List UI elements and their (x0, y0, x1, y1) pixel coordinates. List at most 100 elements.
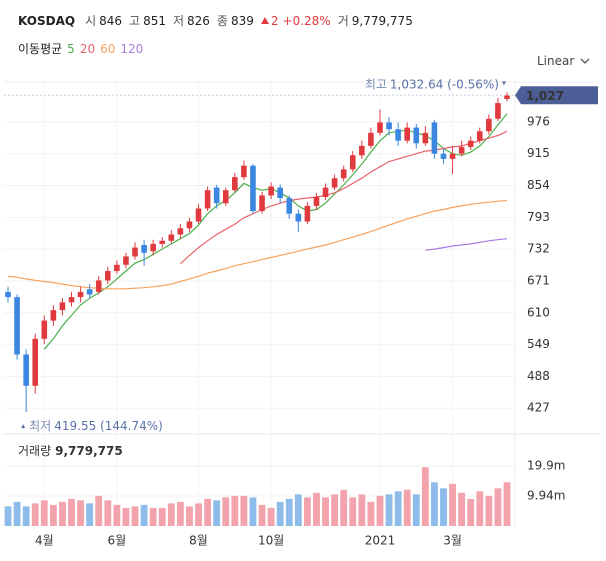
legend-entry[interactable]: 5 (67, 41, 75, 56)
label: 시 (85, 14, 97, 28)
candle-body (413, 127, 420, 144)
volume-bar (394, 491, 402, 526)
candle-body (476, 131, 483, 141)
annotation-value: 419.55 (144.74%) (54, 419, 163, 433)
value: 9,779,775 (351, 13, 413, 28)
volume-bar (22, 506, 30, 526)
volume-bar (349, 497, 357, 526)
volume-bar (313, 492, 320, 526)
volume-bar (49, 504, 57, 526)
volume-bar (449, 483, 456, 526)
volume-bar (494, 488, 502, 526)
volume-bar (131, 506, 139, 526)
y-tick-label: 610 (527, 305, 550, 319)
label: 거 (337, 14, 349, 28)
volume-bar (421, 467, 429, 526)
y-tick-label: 488 (527, 369, 550, 383)
candle-body (5, 291, 11, 298)
volume-bar (367, 501, 375, 526)
value: 839 (230, 13, 254, 28)
candle-body (168, 234, 175, 241)
label: 고 (129, 14, 141, 28)
volume-bar (13, 501, 21, 526)
volume-bar (167, 503, 175, 526)
volume-bar (403, 489, 411, 526)
legend-entry[interactable]: 60 (100, 41, 116, 56)
candle-body (449, 153, 456, 159)
candle-body (213, 187, 220, 204)
candle-body (241, 165, 247, 178)
candle-body (277, 187, 283, 199)
volume-bar (485, 495, 493, 526)
volume-bar (204, 498, 211, 526)
candle-body (105, 271, 111, 281)
volume-bar (113, 504, 121, 526)
volume-bar (158, 507, 166, 526)
candle-body (222, 190, 229, 204)
annotation-value: 1,032.64 (-0.56%) (390, 77, 499, 91)
candle-body (440, 153, 447, 159)
candle-body (141, 244, 147, 253)
candle-body (232, 177, 238, 191)
volume-bar (240, 495, 248, 526)
candle-body (86, 289, 93, 295)
candle-body (114, 264, 120, 272)
annotation-label: 최저 (29, 419, 51, 433)
volume-bar (249, 497, 257, 526)
volume-bar (222, 497, 230, 526)
volume-bar (77, 500, 84, 526)
volume-bar (412, 494, 420, 526)
candle-body (95, 280, 102, 292)
candle-body (50, 310, 57, 321)
y-tick-label: 9.94m (527, 489, 565, 503)
volume-bar (385, 494, 393, 526)
candle-body (59, 302, 66, 311)
volume-bar (358, 494, 366, 526)
candle-body (377, 122, 383, 133)
volume-bar (476, 491, 484, 526)
up-icon (260, 17, 269, 24)
volume-bar (59, 501, 66, 526)
candle-body (204, 190, 211, 209)
label: 저 (172, 14, 185, 28)
volume-bar (149, 507, 157, 526)
low-annotation: 최저 419.55 (144.74%) (29, 419, 163, 433)
candle-body (359, 145, 365, 156)
volume-bar (104, 500, 112, 526)
volume-bar (376, 495, 384, 526)
candle-body (504, 95, 510, 99)
candle-body (195, 208, 202, 222)
y-tick-label: 549 (527, 337, 550, 351)
legend-title: 이동평균 (18, 42, 63, 56)
volume-bar (186, 506, 193, 526)
candle-body (259, 195, 265, 212)
volume-bar (231, 495, 239, 526)
candle-body (177, 228, 184, 235)
legend-entry[interactable]: 120 (120, 41, 144, 56)
high-marker (502, 81, 506, 86)
scale-label[interactable]: Linear (537, 54, 575, 68)
candle-body (458, 146, 465, 154)
candle-body (14, 297, 20, 355)
legend-entry[interactable]: 20 (79, 41, 96, 56)
candle-body (250, 165, 256, 212)
candle-body (486, 118, 492, 132)
y-tick-label: 671 (527, 273, 550, 287)
volume-bar (503, 482, 511, 526)
volume-bar (440, 488, 447, 526)
candle-body (340, 169, 347, 179)
scale-select[interactable]: Linear (537, 54, 590, 68)
candle-body (268, 186, 274, 196)
candle-body (123, 256, 129, 265)
candle-body (150, 243, 156, 252)
volume-bar (176, 501, 184, 526)
candle-body (286, 198, 293, 214)
candle-body (132, 247, 138, 257)
candle-body (186, 221, 193, 229)
volume-bar (31, 503, 39, 526)
volume-bar (86, 503, 94, 526)
volume-bar (340, 489, 348, 526)
candle-body (23, 354, 29, 386)
candle-body (349, 155, 356, 170)
